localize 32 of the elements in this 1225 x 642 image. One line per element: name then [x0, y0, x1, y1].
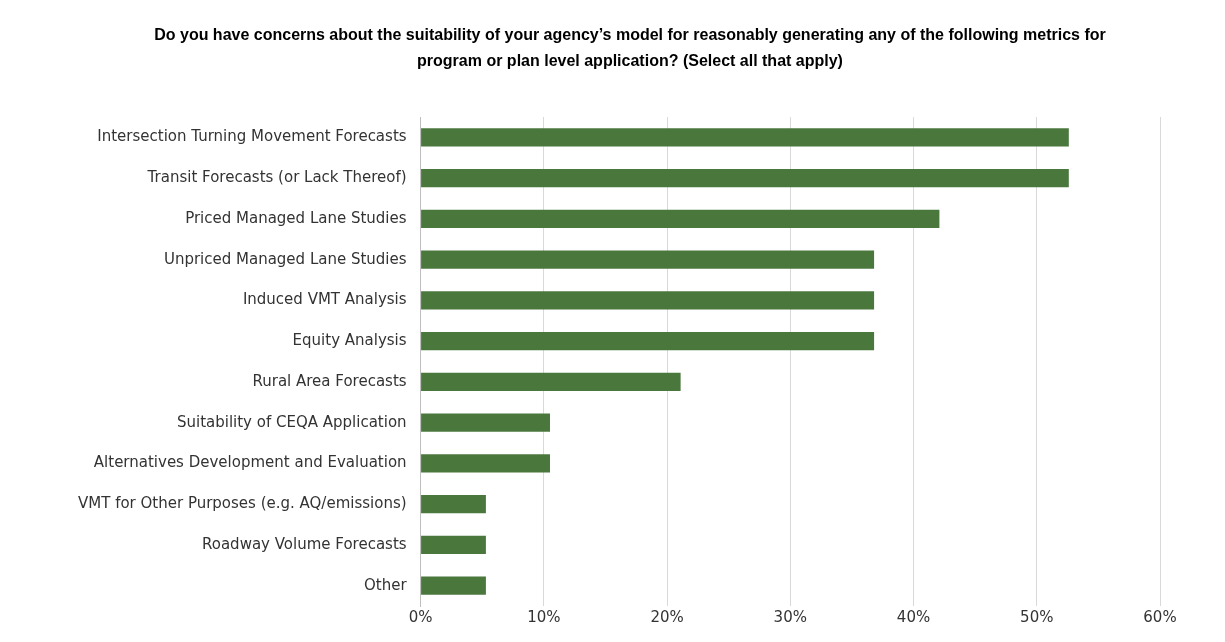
x-tick-label: 50%: [1020, 607, 1054, 626]
x-tick-label: 30%: [773, 607, 807, 626]
y-tick-label: Roadway Volume Forecasts: [201, 534, 407, 553]
chart-title: Do you have concerns about the suitability of your agency’s model for reasonably generating any of the following metrics for program or plan level application? (Select all that apply): [153, 25, 1107, 71]
y-tick-label: Intersection Turning Movement Forecasts: [97, 127, 407, 146]
x-tick-label: 20%: [650, 607, 684, 626]
bar: [421, 413, 550, 432]
x-tick-label: 0%: [408, 607, 433, 626]
bar: [421, 331, 875, 351]
y-tick-label: Induced VMT Analysis: [242, 290, 407, 309]
bar: [421, 576, 486, 595]
y-tick-label: Priced Managed Lane Studies: [185, 208, 407, 227]
y-tick-label: Other: [363, 575, 408, 594]
bar: [421, 250, 875, 269]
bar: [421, 535, 486, 555]
y-tick-label: Suitability of CEQA Application: [176, 412, 407, 431]
bar: [421, 372, 681, 392]
bar: [421, 128, 1069, 147]
bar: [421, 494, 486, 514]
y-tick-label: Rural Area Forecasts: [252, 371, 407, 390]
y-tick-label: Transit Forecasts (or Lack Thereof): [146, 168, 407, 187]
y-tick-label: Equity Analysis: [292, 331, 407, 350]
bar: [421, 291, 875, 310]
bar: [421, 454, 550, 473]
y-tick-label: Alternatives Development and Evaluation: [93, 453, 407, 472]
x-tick-label: 40%: [896, 607, 931, 626]
x-tick-label: 60%: [1143, 607, 1177, 626]
x-tick-label: 10%: [527, 607, 561, 626]
bar: [421, 209, 940, 229]
y-tick-label: Unpriced Managed Lane Studies: [163, 249, 407, 268]
y-tick-label: VMT for Other Purposes (e.g. AQ/emissions): [77, 494, 407, 513]
bar: [421, 168, 1069, 188]
